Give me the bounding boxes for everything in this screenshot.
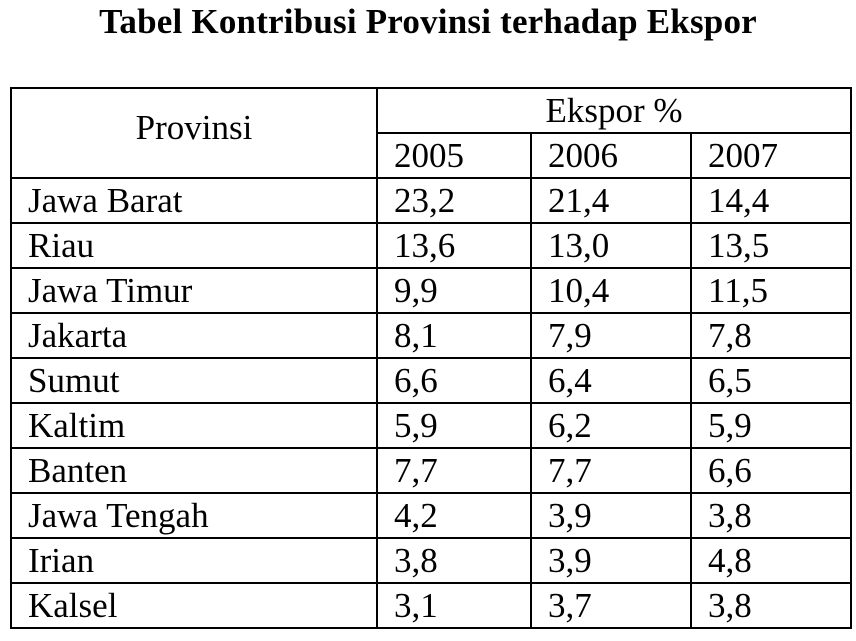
- table-row: Irian 3,8 3,9 4,8: [10, 537, 853, 584]
- page-title: Tabel Kontribusi Provinsi terhadap Ekspo…: [99, 2, 757, 41]
- value-cell: 23,2: [376, 177, 532, 224]
- value-cell: 3,1: [376, 582, 532, 629]
- value-cell: 13,6: [376, 222, 532, 269]
- value-cell: 7,9: [530, 312, 692, 359]
- table-row: Jawa Tengah 4,2 3,9 3,8: [10, 492, 853, 539]
- table-row: Kalsel 3,1 3,7 3,8: [10, 582, 853, 629]
- year-header-2007: 2007: [689, 132, 853, 179]
- value-cell: 14,4: [689, 177, 853, 224]
- value-cell: 7,7: [376, 447, 532, 494]
- value-cell: 7,8: [689, 312, 853, 359]
- year-header-row: 2005 2006 2007: [11, 132, 853, 179]
- value-cell: 3,8: [689, 492, 853, 539]
- export-contribution-table: Provinsi Ekspor % 2005 2006 2007 Jawa Ba…: [10, 87, 853, 629]
- value-cell: 7,7: [530, 447, 692, 494]
- value-cell: 4,2: [376, 492, 532, 539]
- province-cell: Kaltim: [10, 402, 378, 449]
- value-cell: 10,4: [530, 267, 692, 314]
- value-cell: 3,8: [376, 537, 532, 584]
- value-cell: 3,8: [689, 582, 853, 629]
- value-cell: 6,5: [689, 357, 853, 404]
- value-cell: 13,5: [689, 222, 853, 269]
- value-cell: 6,6: [376, 357, 532, 404]
- value-cell: 6,2: [530, 402, 692, 449]
- table-row: Jawa Barat 23,2 21,4 14,4: [10, 177, 853, 224]
- province-cell: Jawa Timur: [10, 267, 378, 314]
- table-row: Sumut 6,6 6,4 6,5: [10, 357, 853, 404]
- value-cell: 13,0: [530, 222, 692, 269]
- province-cell: Jawa Tengah: [10, 492, 378, 539]
- province-cell: Jakarta: [10, 312, 378, 359]
- table-row: Jawa Timur 9,9 10,4 11,5: [10, 267, 853, 314]
- value-cell: 8,1: [376, 312, 532, 359]
- value-cell: 3,9: [530, 492, 692, 539]
- value-cell: 6,4: [530, 357, 692, 404]
- table-header-row: Provinsi Ekspor %: [10, 87, 853, 179]
- value-cell: 9,9: [376, 267, 532, 314]
- province-cell: Riau: [10, 222, 378, 269]
- table-row: Riau 13,6 13,0 13,5: [10, 222, 853, 269]
- table-row: Jakarta 8,1 7,9 7,8: [10, 312, 853, 359]
- year-header-2006: 2006: [530, 132, 692, 179]
- province-cell: Sumut: [10, 357, 378, 404]
- table-row: Banten 7,7 7,7 6,6: [10, 447, 853, 494]
- value-cell: 3,9: [530, 537, 692, 584]
- province-cell: Banten: [10, 447, 378, 494]
- province-cell: Jawa Barat: [10, 177, 378, 224]
- value-cell: 5,9: [376, 402, 532, 449]
- value-cell: 5,9: [689, 402, 853, 449]
- value-cell: 21,4: [530, 177, 692, 224]
- value-cell: 3,7: [530, 582, 692, 629]
- province-column-header: Provinsi: [10, 87, 378, 179]
- province-cell: Kalsel: [10, 582, 378, 629]
- value-cell: 11,5: [689, 267, 853, 314]
- export-group-header: Ekspor %: [375, 87, 853, 134]
- value-cell: 4,8: [689, 537, 853, 584]
- value-cell: 6,6: [689, 447, 853, 494]
- year-header-2005: 2005: [376, 132, 532, 179]
- province-cell: Irian: [10, 537, 378, 584]
- table-row: Kaltim 5,9 6,2 5,9: [10, 402, 853, 449]
